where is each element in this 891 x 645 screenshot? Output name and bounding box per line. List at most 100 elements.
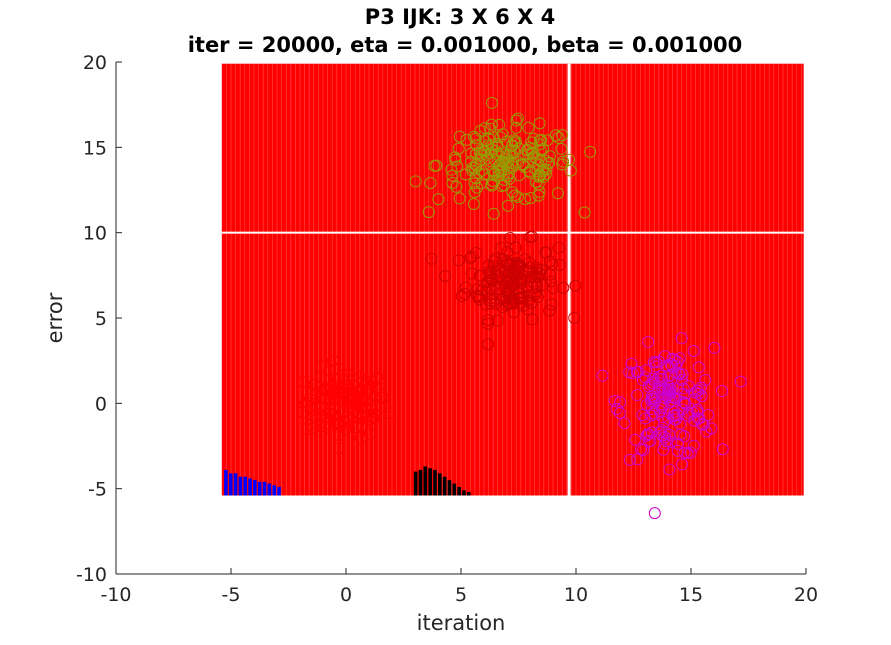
series-3-point [687,406,700,419]
series-0-point [348,379,361,392]
series-3-point [623,366,636,379]
series-3-point [661,389,674,402]
series-1-point [472,290,485,303]
series-2-point [510,114,523,127]
series-1-point [523,289,536,302]
bar-1-9 [457,486,461,496]
series-1-point [526,230,539,243]
series-2-point [409,175,422,188]
series-1-point [481,275,494,288]
series-2-point [502,199,515,212]
axes: -10 -5 0 5 10 15 20 -10 -5 0 5 10 15 20 [76,52,818,606]
series-0-point [370,381,383,394]
series-3-point [702,408,715,421]
series-3-point [657,443,670,456]
series-1-point [459,281,472,294]
series-2-point [446,176,459,189]
series-3-point [642,335,655,348]
series-1-point [465,250,478,263]
series-2-point [508,134,521,147]
series-3-point [656,429,669,442]
series-1-point [485,292,498,305]
series-3-point [648,375,661,388]
series-0-point [297,406,310,419]
y-tick-label: -10 [76,564,107,586]
bar-0-11 [277,486,281,496]
series-3-point [668,405,681,418]
series-1-point [471,283,484,296]
series-1-point [481,338,494,351]
series-1-point [501,245,514,258]
bar-0-6 [253,480,257,496]
series-2-point [459,168,472,181]
series-1-point [545,298,558,311]
series-2-point [557,155,570,168]
series-0-point [333,442,346,455]
series-2-point [555,142,568,155]
bar-1-8 [452,483,457,496]
series-0-point [355,402,368,415]
series-1-point [569,279,582,292]
series-0-point [315,360,328,373]
series-2-point [539,168,552,181]
series-2-point [451,160,464,173]
series-1-point [522,303,535,316]
series-1-point [536,279,549,292]
series-3-point [675,332,688,345]
series-0-point [316,400,329,413]
series-0-point [332,416,345,429]
series-2-point [465,147,478,160]
series-3-point [705,422,718,435]
bar-0-1 [228,473,233,496]
series-3-point [677,382,690,395]
series-0-point [376,391,389,404]
series-3-point [655,424,668,437]
series-3-point [653,404,666,417]
series-2-point [449,151,462,164]
series-0-point [354,431,367,444]
series-0-point [307,410,320,423]
series-1-point [500,258,513,271]
bar-1-4 [433,469,437,496]
series-1-point [488,279,501,292]
series-1-point [491,314,504,327]
series-3-point [659,382,672,395]
series-1-point [527,266,540,279]
series-3-point [668,409,681,422]
bar-1-3 [428,468,432,496]
series-1-point [509,241,522,254]
series-0-point [308,378,321,391]
bar-1-6 [442,476,447,496]
series-2-point [510,121,523,134]
series-0-point [323,403,336,416]
bar-0-0 [224,469,228,496]
series-2-point [543,156,556,169]
series-3-point [655,373,668,386]
y-tick-label: 15 [83,137,107,159]
series-2-point [535,155,548,168]
series-2-point [549,129,562,142]
series-0-point [300,422,313,435]
bar-1-11 [466,492,471,496]
series-0-point [371,382,384,395]
y-tick-label: 5 [95,308,107,330]
y-tick-label: 20 [83,52,107,74]
series-1-point [510,269,523,282]
series-3-point [681,447,694,460]
series-3-point [642,428,655,441]
series-2-point [533,117,546,130]
series-2-point [501,135,514,148]
series-3-point [691,403,704,416]
series-3-point [629,433,642,446]
bar-0-9 [267,483,272,496]
series-2-point [453,130,466,143]
series-2-point [551,187,564,200]
series-1-point [483,266,496,279]
series-3-point [666,352,679,365]
series-3-point [662,412,675,425]
series-3-point [648,507,661,520]
series-2-point [487,168,500,181]
series-1-point [504,297,517,310]
series-1-point [439,269,452,282]
series-2-point [460,133,473,146]
